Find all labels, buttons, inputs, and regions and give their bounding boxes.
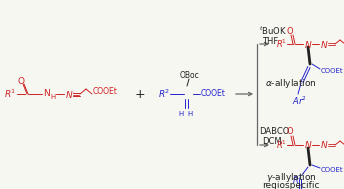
Text: DABCO: DABCO (259, 128, 289, 136)
Text: $\it{R}$$^1$: $\it{R}$$^1$ (276, 38, 287, 50)
Text: $\it{N}$: $\it{N}$ (65, 88, 74, 99)
Text: O: O (18, 77, 24, 85)
Text: $\it{N}$: $\it{N}$ (304, 39, 312, 50)
Text: +: + (135, 88, 145, 101)
Text: THF: THF (262, 36, 278, 46)
Text: $\it{R}$$^1$: $\it{R}$$^1$ (276, 139, 287, 151)
Text: H: H (187, 111, 193, 117)
Text: $\it{R}$$^1$: $\it{R}$$^1$ (4, 88, 16, 100)
Text: $\it{Ar}$$^2$: $\it{Ar}$$^2$ (292, 95, 307, 107)
Text: $\it{N}$: $\it{N}$ (320, 139, 329, 150)
Text: N: N (43, 90, 50, 98)
Text: COOEt: COOEt (321, 68, 344, 74)
Text: $\it{N}$: $\it{N}$ (304, 139, 312, 150)
Text: regiospecific: regiospecific (262, 180, 320, 189)
Text: DCM: DCM (262, 138, 282, 146)
Text: H: H (50, 94, 55, 100)
Text: COOEt: COOEt (201, 90, 226, 98)
Text: $^t$BuOK: $^t$BuOK (259, 25, 287, 37)
Text: $\it{\alpha}$-allylation: $\it{\alpha}$-allylation (265, 77, 317, 91)
Text: OBoc: OBoc (180, 71, 200, 81)
Text: $\it{\gamma}$-allylation: $\it{\gamma}$-allylation (266, 170, 316, 184)
Text: COOEt: COOEt (321, 167, 344, 173)
Text: $\it{R}$$^2$: $\it{R}$$^2$ (158, 88, 170, 100)
Text: $\it{R}$$^2$: $\it{R}$$^2$ (292, 174, 303, 186)
Text: H: H (179, 111, 184, 117)
Text: O: O (287, 128, 293, 136)
Text: COOEt: COOEt (93, 87, 118, 95)
Text: O: O (287, 26, 293, 36)
Text: $\it{N}$: $\it{N}$ (320, 39, 329, 50)
